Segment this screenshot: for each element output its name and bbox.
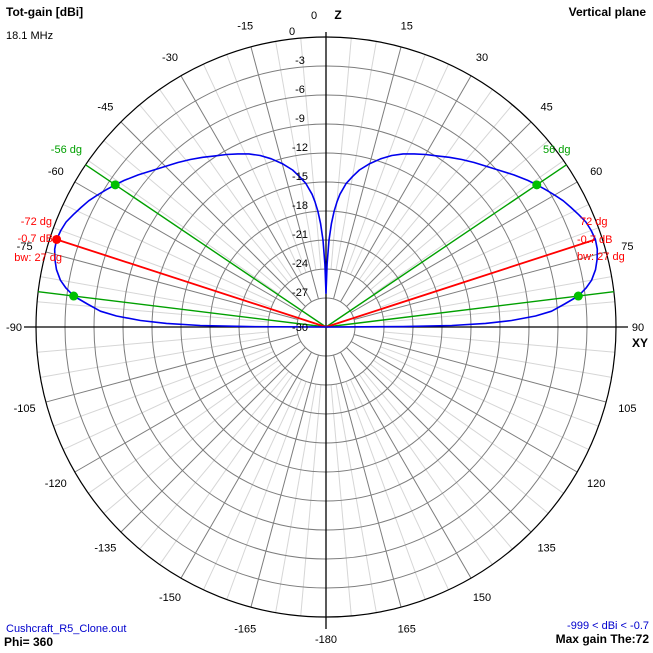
db-tick-label: -21 [292,229,308,241]
angle-labels: 0153045607590105120135150165-180-15-30-4… [6,8,648,646]
left-max-gain-label: -0.7 dB [18,233,53,245]
angle-tick-label: -90 [6,322,22,334]
phi-value: Phi= 360 [4,635,54,649]
db-tick-label: -18 [292,200,308,212]
angle-tick-label: -75 [17,241,33,253]
angle-tick-label: 90 [632,322,644,334]
right-max-gain-label: -0.7 dB [577,234,612,246]
angle-tick-label: 15 [401,21,413,33]
left-max-angle-label: -72 dg [21,216,52,228]
angle-tick-label: -60 [48,166,64,178]
max-gain-line [56,238,596,328]
db-tick-label: -30 [292,322,308,334]
left-beamwidth-label: bw: 27 dg [14,252,62,264]
footer-left: Cushcraft_R5_Clone.out Phi= 360 [4,623,127,649]
annotation-labels: -56 dg 56 dg -72 dg 72 dg -0.7 dB -0.7 dB bw: … [14,144,624,264]
right-beamwidth-label: bw: 27 dg [577,251,625,263]
header-left: Tot-gain [dBi] 18.1 MHz [6,6,83,43]
angle-tick-label: 150 [473,592,491,604]
angle-tick-label: 120 [587,478,605,490]
db-tick-label: -12 [292,142,308,154]
db-tick-label: -24 [292,258,308,270]
left-half-power-angle-label: -56 dg [51,144,82,156]
db-tick-label: -27 [292,287,308,299]
db-tick-label: -9 [295,113,305,125]
plane-title: Vertical plane [568,5,646,19]
half-power-markers [69,180,583,301]
db-tick-label: -15 [292,171,308,183]
angle-tick-label: 0 [311,10,317,22]
gain-range-label: -999 < dBi < -0.7 [567,620,649,632]
angle-tick-label: 105 [618,403,636,415]
angle-tick-label: -180 [315,634,337,646]
angle-tick-label: 60 [590,166,602,178]
angle-tick-label: -45 [97,101,113,113]
frequency-label: 18.1 MHz [6,30,54,42]
max-gain-label: Max gain The:72 [555,632,649,646]
footer-right: -999 < dBi < -0.7 Max gain The:72 [556,620,649,646]
angle-tick-label: -30 [162,52,178,64]
pattern-curve [53,153,599,328]
xy-axis-label: XY [632,336,648,350]
angle-tick-label: -165 [234,623,256,635]
db-scale: 0 -3 -6 -9 -12 -15 -18 -21 -24 -27 -30 [289,26,308,334]
angle-tick-label: -105 [14,403,36,415]
z-axis-label: Z [334,8,341,22]
right-half-power-angle-label: 56 dg [543,144,571,156]
angle-tick-label: 165 [398,623,416,635]
gain-type-title: Tot-gain [dBi] [6,5,84,19]
db-tick-label: -3 [295,55,305,67]
angle-tick-label: -150 [159,592,181,604]
angle-tick-label: -120 [45,478,67,490]
output-file-name: Cushcraft_R5_Clone.out [6,623,127,635]
angle-tick-label: 135 [537,543,555,555]
beamwidth-lines [38,164,614,328]
angle-tick-label: 30 [476,52,488,64]
axes [24,32,628,629]
right-max-angle-label: 72 dg [580,216,608,228]
angle-tick-label: -15 [237,21,253,33]
max-gain-marker [52,234,62,244]
header-right: Vertical plane [569,6,646,19]
angle-tick-label: -135 [94,543,116,555]
angle-tick-label: 75 [621,241,633,253]
db-tick-label: -6 [295,84,305,96]
angle-tick-label: 45 [540,101,552,113]
db-tick-label: 0 [289,26,295,38]
